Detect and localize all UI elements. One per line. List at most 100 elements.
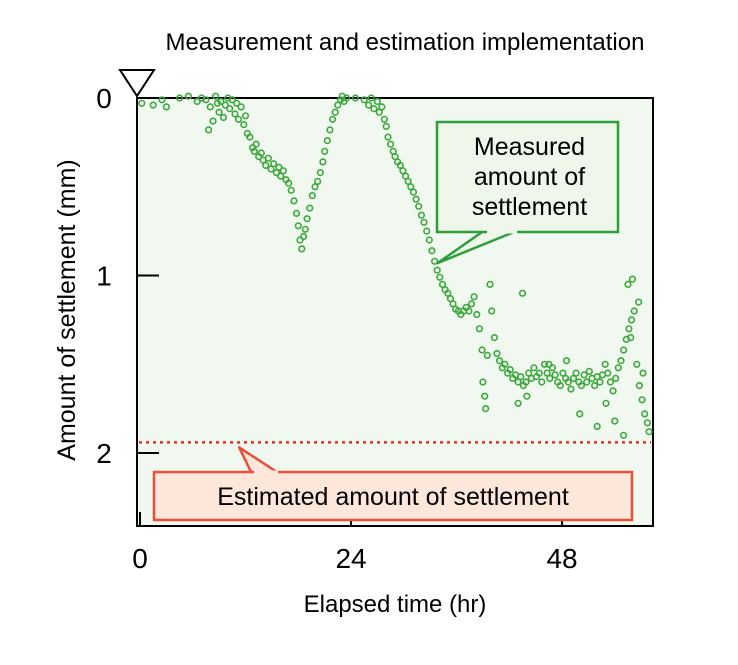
- data-point: [384, 133, 392, 141]
- data-point: [292, 209, 301, 217]
- data-point: [449, 300, 457, 308]
- data-point: [217, 97, 225, 106]
- data-point: [479, 378, 487, 386]
- data-point: [606, 378, 615, 386]
- data-point: [486, 280, 494, 289]
- data-point: [635, 382, 644, 390]
- data-point: [481, 392, 489, 400]
- data-point: [370, 105, 378, 113]
- data-point: [360, 96, 368, 104]
- data-point: [373, 97, 382, 106]
- x-tick-label: 48: [546, 543, 577, 574]
- data-point: [619, 431, 628, 439]
- data-point: [367, 94, 375, 102]
- data-point: [425, 236, 433, 244]
- x-axis-label: Elapsed time (hr): [304, 591, 487, 618]
- data-point: [428, 247, 436, 255]
- data-point: [323, 137, 331, 145]
- data-point: [202, 96, 210, 104]
- data-point: [572, 369, 580, 377]
- data-point: [409, 188, 418, 196]
- data-point: [567, 385, 575, 393]
- data-point: [272, 169, 280, 177]
- data-point: [633, 360, 641, 368]
- data-point: [382, 122, 390, 130]
- data-point: [300, 232, 308, 241]
- data-point: [378, 103, 386, 111]
- data-point: [215, 108, 223, 116]
- data-point: [470, 293, 478, 301]
- data-point: [402, 172, 410, 180]
- data-point: [149, 101, 157, 109]
- data-point: [404, 177, 412, 185]
- chart-title: Measurement and estimation implementatio…: [166, 29, 645, 56]
- data-point: [290, 197, 298, 205]
- data-point: [396, 161, 404, 169]
- data-point: [279, 167, 287, 175]
- data-point: [514, 399, 522, 407]
- data-point: [483, 351, 491, 360]
- data-point: [329, 115, 337, 123]
- measured-callout-box: [435, 120, 620, 234]
- data-point: [391, 153, 399, 161]
- estimated-callout-text: Estimated amount of settlement: [217, 483, 569, 511]
- data-point: [614, 364, 622, 372]
- data-point: [576, 410, 584, 418]
- data-point: [285, 179, 293, 187]
- data-point: [301, 225, 309, 233]
- data-point: [546, 374, 554, 383]
- data-point: [275, 163, 283, 171]
- data-point: [213, 99, 221, 107]
- ground-level-marker-icon: [118, 69, 156, 98]
- data-point: [478, 346, 486, 354]
- data-point: [493, 350, 501, 358]
- data-point: [538, 378, 546, 386]
- data-point: [306, 204, 314, 212]
- data-point: [336, 96, 345, 104]
- data-point: [138, 99, 146, 107]
- data-point: [624, 280, 632, 289]
- data-point: [241, 112, 250, 120]
- data-point: [602, 399, 610, 407]
- data-point: [545, 360, 553, 368]
- measured-callout-text-line: settlement: [472, 193, 587, 221]
- data-point: [604, 369, 612, 377]
- data-point: [319, 158, 327, 166]
- data-point: [343, 94, 351, 102]
- data-point: [298, 245, 306, 253]
- data-point: [627, 334, 635, 342]
- data-point: [326, 126, 334, 134]
- data-point: [612, 374, 620, 383]
- data-point: [638, 396, 646, 404]
- data-point: [206, 103, 214, 111]
- data-point: [438, 280, 447, 289]
- data-point: [308, 192, 316, 200]
- data-point: [221, 101, 229, 109]
- y-axis-label: Amount of settlement (mm): [53, 159, 81, 460]
- data-point: [625, 325, 633, 333]
- data-point: [630, 307, 638, 315]
- data-point: [593, 422, 601, 431]
- data-point: [496, 357, 504, 365]
- data-point: [583, 378, 591, 386]
- data-points-layer: [138, 92, 653, 439]
- data-point: [287, 186, 295, 194]
- data-point: [619, 346, 628, 354]
- data-point: [601, 360, 609, 368]
- data-point: [523, 392, 531, 400]
- data-point: [506, 366, 514, 374]
- data-point: [219, 113, 228, 122]
- data-point: [580, 371, 588, 379]
- data-point: [270, 160, 278, 168]
- data-point: [264, 154, 273, 162]
- x-tick-label: 0: [132, 543, 148, 574]
- data-point: [475, 325, 484, 333]
- data-point: [473, 310, 481, 319]
- data-point: [351, 94, 360, 102]
- data-point: [423, 227, 431, 235]
- data-point: [596, 378, 604, 386]
- y-tick-label: 1: [96, 261, 112, 292]
- data-point: [564, 378, 572, 386]
- data-point: [209, 117, 217, 125]
